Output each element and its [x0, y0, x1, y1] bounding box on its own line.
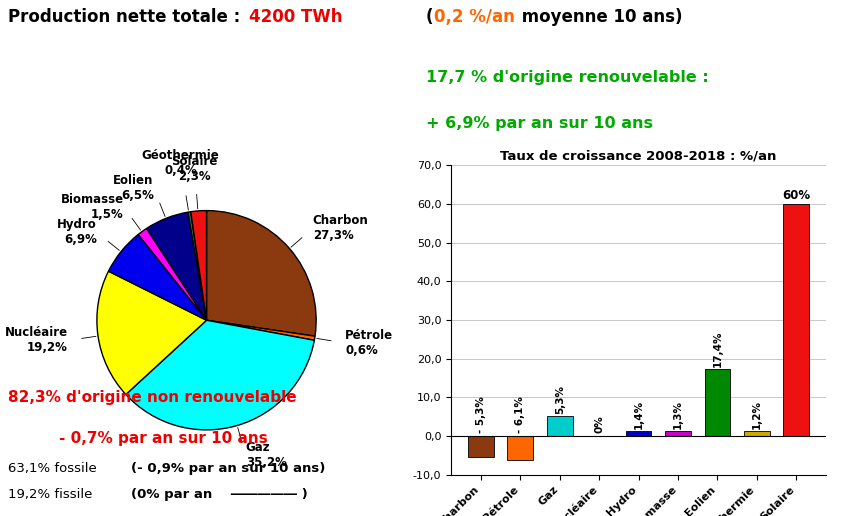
Text: 19,2% fissile: 19,2% fissile — [8, 488, 93, 501]
Wedge shape — [188, 212, 207, 320]
Text: 82,3% d'origine non renouvelable: 82,3% d'origine non renouvelable — [8, 390, 297, 405]
Text: Pétrole
0,6%: Pétrole 0,6% — [345, 329, 393, 357]
Text: - 5,3%: - 5,3% — [475, 396, 486, 433]
Wedge shape — [191, 211, 207, 320]
Text: 17,7 % d'origine renouvelable :: 17,7 % d'origine renouvelable : — [426, 70, 708, 85]
Text: Gaz
35,2%: Gaz 35,2% — [245, 441, 287, 469]
Text: 0%: 0% — [594, 415, 604, 433]
Text: 17,4%: 17,4% — [712, 330, 722, 367]
Text: - 6,1%: - 6,1% — [515, 396, 525, 433]
Wedge shape — [207, 211, 316, 336]
Text: moyenne 10 ans): moyenne 10 ans) — [516, 8, 683, 26]
Text: Nucléaire
19,2%: Nucléaire 19,2% — [4, 327, 67, 354]
Wedge shape — [126, 320, 314, 430]
Bar — [783, 204, 809, 436]
Text: (- 0,9% par an sur 10 ans): (- 0,9% par an sur 10 ans) — [131, 462, 325, 475]
Wedge shape — [138, 229, 207, 320]
Text: Charbon
27,3%: Charbon 27,3% — [313, 215, 368, 243]
Text: (: ( — [426, 8, 433, 26]
Text: Biomasse
1,5%: Biomasse 1,5% — [61, 193, 124, 221]
Wedge shape — [97, 271, 207, 394]
Bar — [507, 436, 533, 460]
Text: 60%: 60% — [782, 189, 810, 202]
Text: + 6,9% par an sur 10 ans: + 6,9% par an sur 10 ans — [426, 116, 652, 131]
Wedge shape — [207, 320, 315, 340]
Wedge shape — [147, 212, 207, 320]
Bar — [705, 368, 730, 436]
Text: 1,2%: 1,2% — [752, 400, 762, 429]
Text: (0% par an    ――――― ): (0% par an ――――― ) — [131, 488, 308, 501]
Bar — [665, 431, 690, 436]
Text: 63,1% fossile: 63,1% fossile — [8, 462, 97, 475]
Text: Hydro
6,9%: Hydro 6,9% — [57, 218, 97, 247]
Text: 0,2 %/an: 0,2 %/an — [434, 8, 515, 26]
Bar — [744, 431, 770, 436]
Text: 5,3%: 5,3% — [555, 384, 565, 414]
Text: Production nette totale :: Production nette totale : — [8, 8, 246, 26]
Wedge shape — [109, 234, 207, 320]
Text: 1,4%: 1,4% — [634, 399, 643, 429]
Text: 1,3%: 1,3% — [673, 400, 683, 429]
Text: Solaire
2,3%: Solaire 2,3% — [171, 155, 217, 183]
Bar — [468, 436, 494, 457]
Text: Eolien
6,5%: Eolien 6,5% — [113, 174, 153, 202]
Bar — [626, 430, 652, 436]
Text: - 0,7% par an sur 10 ans: - 0,7% par an sur 10 ans — [59, 431, 268, 446]
Text: Géothermie
0,4%: Géothermie 0,4% — [142, 149, 219, 178]
Bar — [547, 415, 572, 436]
Text: 4200 TWh: 4200 TWh — [249, 8, 342, 26]
Title: Taux de croissance 2008-2018 : %/an: Taux de croissance 2008-2018 : %/an — [501, 150, 776, 163]
